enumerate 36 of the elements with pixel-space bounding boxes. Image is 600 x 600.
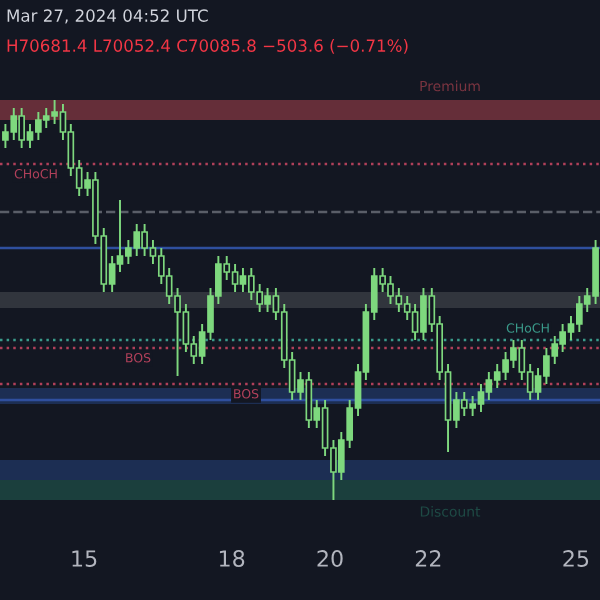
x-tick-label: 15 bbox=[72, 550, 97, 567]
candlestick bbox=[411, 303, 419, 341]
candlestick bbox=[477, 383, 485, 413]
candlestick bbox=[10, 107, 18, 141]
candlestick bbox=[141, 223, 148, 257]
candlestick bbox=[264, 287, 271, 313]
candlestick bbox=[420, 287, 427, 341]
candlestick bbox=[182, 303, 190, 353]
candlestick bbox=[592, 239, 599, 305]
candlestick bbox=[51, 99, 58, 125]
candlestick bbox=[133, 223, 141, 257]
candlestick bbox=[387, 275, 394, 305]
candlestick bbox=[18, 107, 25, 149]
candlestick bbox=[493, 363, 501, 389]
candlestick bbox=[247, 267, 255, 301]
chart-subtitle: H70681.4 L70052.4 C70085.8 −503.6 (−0.71%) bbox=[7, 39, 408, 54]
candlestick bbox=[26, 123, 34, 149]
candlestick bbox=[543, 347, 550, 385]
candlestick bbox=[395, 287, 403, 313]
x-tick-label: 18 bbox=[219, 550, 245, 567]
candlestick bbox=[35, 111, 42, 141]
candlestick bbox=[125, 239, 132, 265]
candlestick bbox=[576, 295, 583, 333]
candlestick bbox=[256, 283, 264, 313]
x-tick-label: 25 bbox=[563, 550, 589, 567]
candlestick bbox=[2, 123, 9, 149]
candlestick bbox=[469, 395, 476, 417]
candlestick bbox=[485, 371, 493, 401]
candlestick bbox=[460, 391, 468, 417]
candlestick bbox=[42, 107, 50, 129]
x-tick-label: 20 bbox=[317, 550, 343, 567]
chart-title: Mar 27, 2024 04:52 UTC bbox=[7, 9, 208, 24]
candlestick bbox=[305, 371, 313, 429]
candlestick bbox=[239, 267, 247, 293]
x-tick-label: 22 bbox=[415, 550, 441, 567]
candlestick bbox=[231, 263, 239, 293]
